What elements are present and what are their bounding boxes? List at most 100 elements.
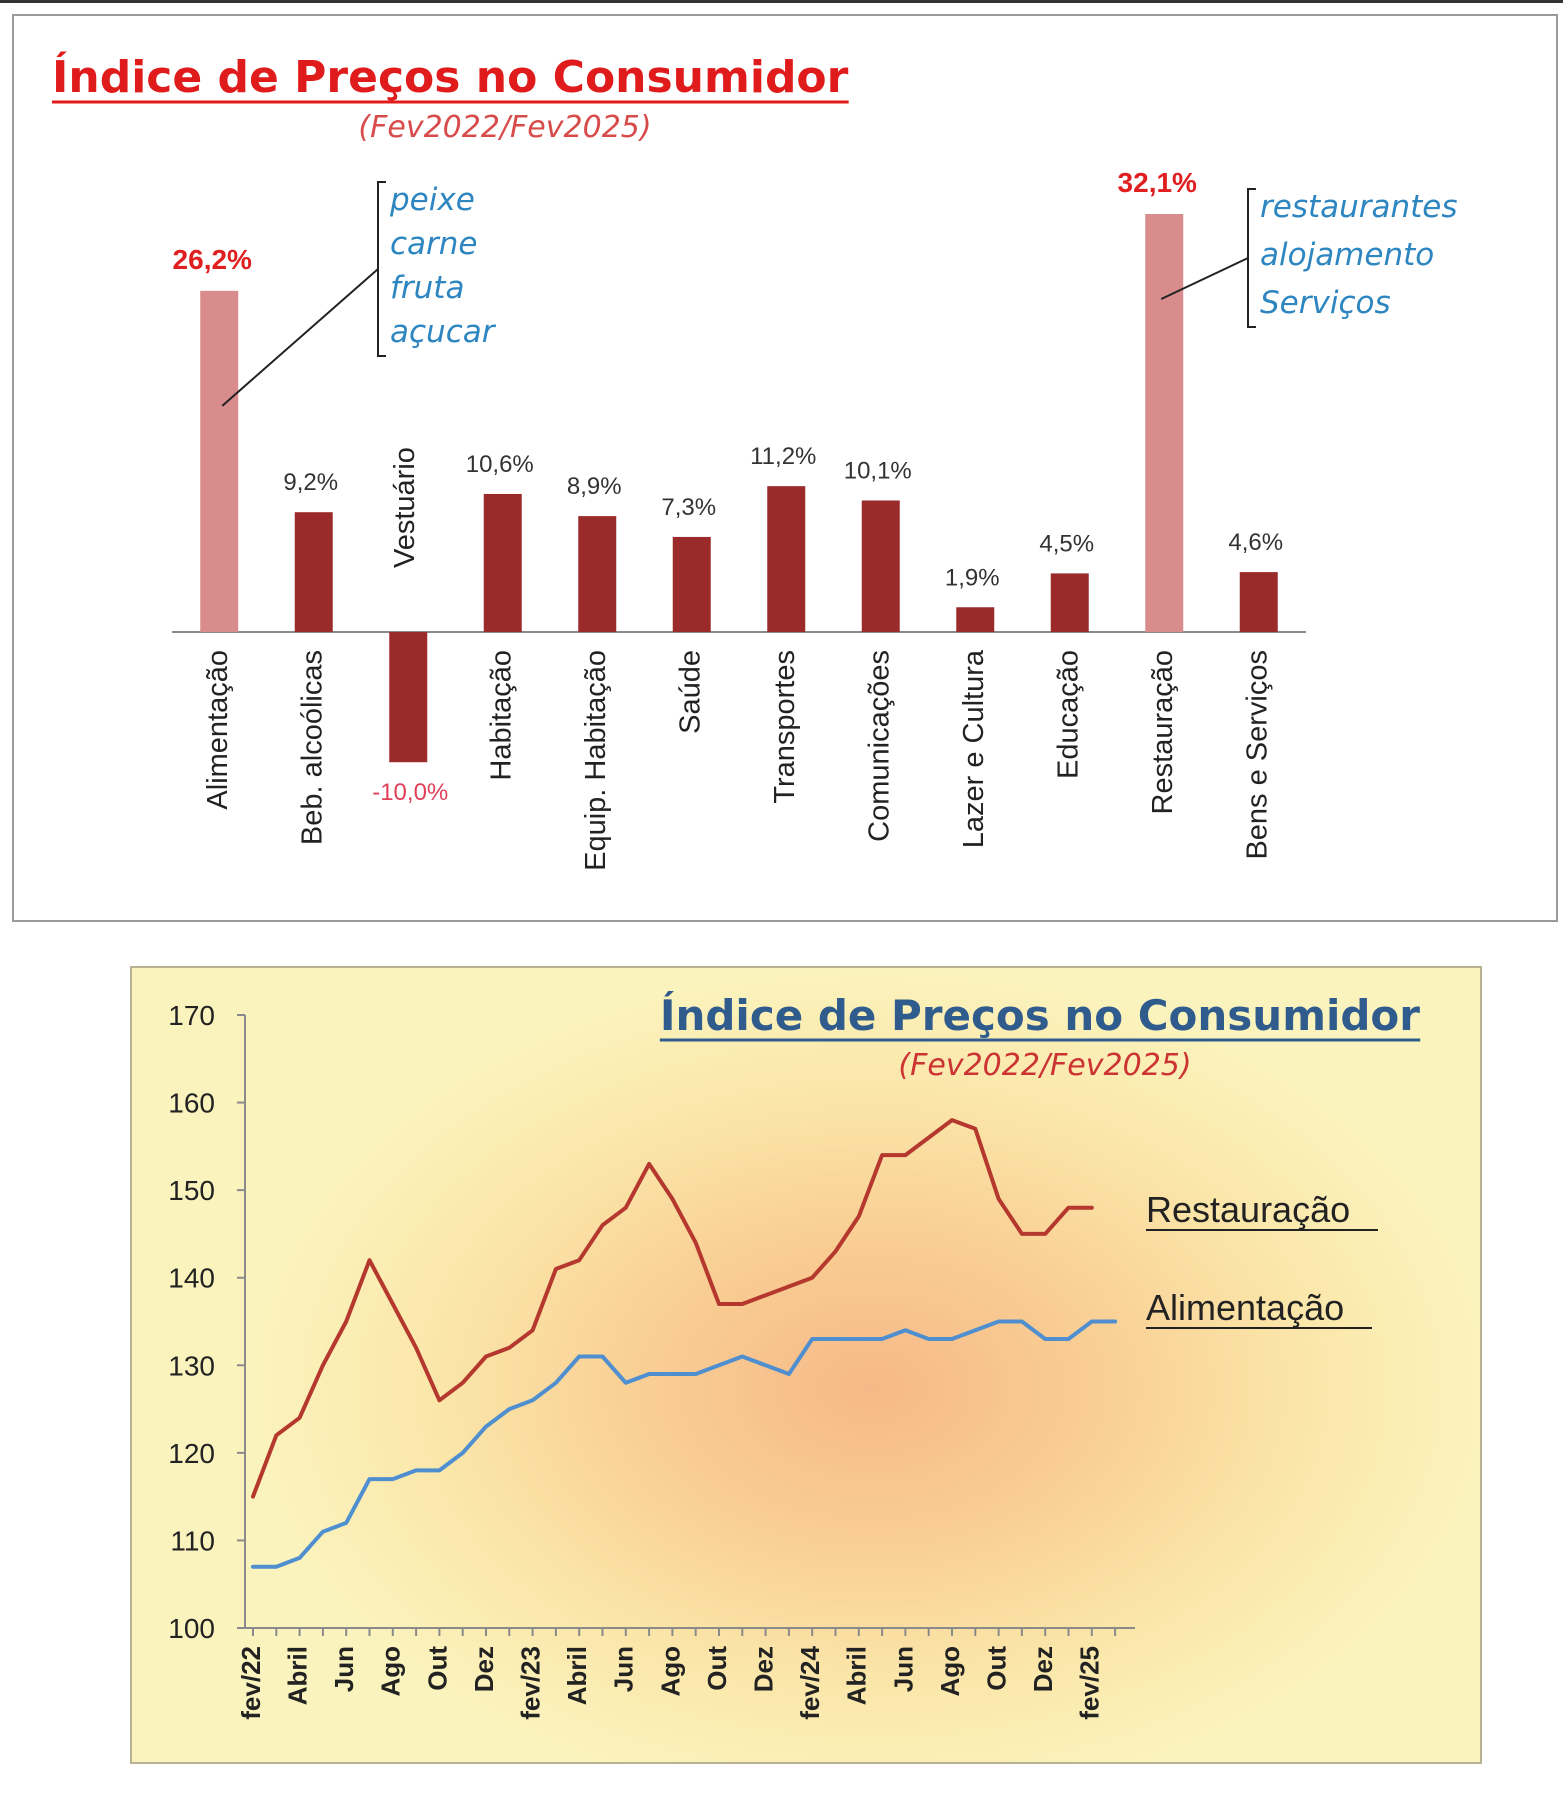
data-point-alimentacao	[880, 1337, 884, 1341]
data-point-alimentacao	[368, 1477, 371, 1481]
category-label-bens-e-servicos: Bens e Serviços	[1241, 650, 1273, 860]
x-tick-label: Abril	[282, 1646, 312, 1705]
data-point-restauracao	[507, 1346, 511, 1350]
data-point-restauracao	[997, 1197, 1001, 1201]
data-point-restauracao	[414, 1346, 418, 1350]
data-point-restauracao	[577, 1258, 581, 1262]
y-tick-label: 140	[168, 1263, 215, 1294]
line-layer: 100 110 120 130 140 150 160 170 fev/22 Abril Jun Ag…	[168, 1000, 1378, 1720]
y-tick-label: 110	[170, 1525, 215, 1556]
data-point-alimentacao	[810, 1337, 814, 1341]
annotation-text: Serviços	[1260, 285, 1391, 321]
data-point-restauracao	[950, 1118, 954, 1122]
data-point-restauracao	[880, 1153, 884, 1157]
value-label-restauracao: 32,1%	[1118, 167, 1197, 198]
data-point-restauracao	[973, 1127, 977, 1131]
data-point-restauracao	[1090, 1206, 1094, 1210]
data-point-alimentacao	[251, 1565, 255, 1569]
annotation-text: restaurantes	[1260, 189, 1458, 225]
x-tick-label: Jun	[329, 1646, 359, 1692]
data-point-restauracao	[624, 1206, 628, 1210]
value-label-equip-habitacao: 8,9%	[567, 473, 622, 500]
x-tick-label: Ago	[935, 1646, 965, 1697]
x-tick-label: Abril	[842, 1646, 872, 1705]
data-point-restauracao	[670, 1197, 674, 1201]
data-point-alimentacao	[787, 1372, 791, 1376]
data-point-restauracao	[740, 1302, 744, 1306]
x-tick-label: Jun	[888, 1646, 918, 1692]
data-point-restauracao	[1020, 1232, 1024, 1236]
data-point-alimentacao	[298, 1556, 302, 1560]
data-point-restauracao	[368, 1258, 371, 1262]
value-label-bens-e-servicos: 4,6%	[1228, 529, 1283, 556]
category-label-equip-habitacao: Equip. Habitação	[580, 650, 612, 871]
legend-label-alimentacao: Alimentação	[1146, 1287, 1344, 1328]
x-tick-label: Dez	[748, 1646, 778, 1692]
data-point-restauracao	[554, 1267, 558, 1271]
data-point-restauracao	[834, 1249, 837, 1253]
bar-saude	[672, 536, 711, 632]
data-point-restauracao	[298, 1416, 302, 1420]
data-point-alimentacao	[950, 1337, 954, 1341]
category-label-educacao: Educação	[1052, 650, 1084, 779]
data-point-restauracao	[321, 1363, 325, 1367]
data-point-restauracao	[344, 1320, 348, 1323]
data-point-restauracao	[1067, 1206, 1070, 1210]
data-point-alimentacao	[997, 1320, 1001, 1323]
y-tick-label: 100	[168, 1613, 215, 1644]
x-tick-label: Ago	[655, 1646, 685, 1697]
y-tick-label: 120	[168, 1438, 215, 1469]
category-label-saude: Saúde	[674, 650, 706, 734]
data-point-alimentacao	[857, 1337, 861, 1341]
y-tick-label: 150	[168, 1175, 215, 1206]
bar-comunicacoes	[861, 500, 900, 632]
x-tick-label: Abril	[562, 1646, 592, 1705]
data-point-restauracao	[251, 1495, 255, 1499]
data-point-restauracao	[391, 1302, 395, 1306]
data-point-alimentacao	[484, 1425, 488, 1429]
annotation-text: peixe	[389, 182, 475, 218]
x-tick-label: fev/23	[515, 1646, 545, 1720]
data-point-alimentacao	[344, 1521, 348, 1525]
bar-chart-title: Índice de Preços no Consumidor	[52, 50, 849, 103]
category-label-alimentacao: Alimentação	[202, 650, 234, 810]
data-point-restauracao	[810, 1276, 814, 1280]
data-point-alimentacao	[391, 1477, 395, 1481]
data-point-alimentacao	[903, 1328, 907, 1332]
data-point-restauracao	[903, 1153, 907, 1157]
category-label-beb-alcoolicas: Beb. alcoólicas	[296, 650, 328, 845]
data-point-alimentacao	[740, 1355, 744, 1359]
series-line-restauracao	[251, 1118, 1094, 1499]
data-point-alimentacao	[624, 1381, 628, 1385]
data-point-alimentacao	[601, 1355, 604, 1359]
x-tick-label: Dez	[469, 1646, 499, 1692]
x-tick-label: fev/24	[795, 1645, 825, 1719]
data-point-restauracao	[437, 1398, 441, 1402]
category-label-lazer-e-cultura: Lazer e Cultura	[958, 649, 990, 848]
data-point-restauracao	[1043, 1232, 1047, 1236]
series-line-alimentacao	[251, 1319, 1118, 1569]
x-tick-label: Out	[702, 1646, 732, 1691]
data-point-alimentacao	[1020, 1320, 1024, 1323]
data-point-alimentacao	[1043, 1337, 1047, 1341]
data-point-restauracao	[484, 1355, 488, 1359]
y-tick-label: 160	[168, 1088, 215, 1119]
data-point-restauracao	[857, 1214, 861, 1218]
value-label-alimentacao: 26,2%	[173, 244, 252, 275]
bar-educacao	[1050, 573, 1089, 632]
line-chart-subtitle: (Fev2022/Fev2025)	[898, 1048, 1191, 1083]
data-point-alimentacao	[1067, 1337, 1070, 1341]
bar-habitacao	[483, 493, 522, 632]
data-point-restauracao	[461, 1381, 465, 1385]
data-point-restauracao	[694, 1241, 698, 1245]
bar-layer: 26,2% Alimentação 9,2% Beb. alcoólicas -10,0…	[172, 167, 1458, 871]
top-rule	[0, 0, 1563, 3]
data-point-restauracao	[601, 1223, 604, 1227]
data-point-alimentacao	[764, 1363, 768, 1367]
annotation-leader-line	[1160, 257, 1249, 300]
x-tick-label: Out	[422, 1646, 452, 1691]
bar-transportes	[767, 486, 806, 632]
category-label-vestuario: Vestuário	[389, 447, 421, 568]
data-point-alimentacao	[647, 1372, 651, 1376]
